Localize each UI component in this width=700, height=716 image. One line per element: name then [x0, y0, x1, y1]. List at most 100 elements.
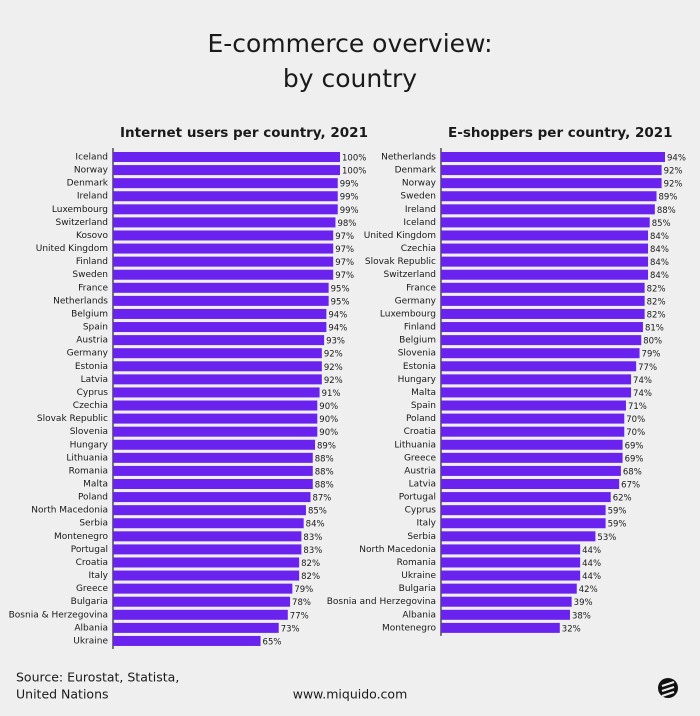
category-label: Malta	[83, 480, 108, 490]
page-title: E-commerce overview:	[207, 29, 492, 58]
bar	[441, 439, 623, 450]
value-label: 67%	[621, 481, 640, 491]
category-label: Bulgaria	[71, 597, 108, 607]
category-label: Sweden	[400, 192, 436, 202]
bar	[113, 256, 334, 267]
category-label: Romania	[69, 466, 108, 476]
category-label: Luxembourg	[380, 309, 436, 319]
category-label: Iceland	[403, 218, 436, 228]
value-label: 79%	[642, 350, 661, 360]
bar	[441, 557, 581, 568]
category-label: Latvia	[81, 375, 108, 385]
value-label: 82%	[301, 559, 320, 569]
category-label: Austria	[76, 336, 108, 346]
chart-title: E-shoppers per country, 2021	[448, 125, 673, 141]
value-label: 74%	[633, 389, 652, 399]
value-label: 32%	[562, 624, 581, 634]
category-label: Lithuania	[394, 440, 436, 450]
bar	[113, 152, 340, 162]
bar	[113, 583, 293, 594]
value-label: 97%	[335, 271, 354, 281]
bar	[441, 152, 665, 162]
category-label: Montenegro	[54, 532, 108, 542]
bar	[441, 479, 620, 489]
value-label: 70%	[626, 415, 645, 425]
value-label: 89%	[659, 193, 678, 203]
bar	[113, 413, 318, 424]
value-label: 39%	[574, 598, 593, 608]
category-label: Greece	[404, 453, 436, 463]
bar	[441, 622, 560, 633]
value-label: 38%	[572, 611, 591, 621]
category-label: Lithuania	[66, 453, 108, 463]
bar	[113, 348, 322, 359]
bar	[113, 479, 313, 489]
category-label: Croatia	[76, 558, 108, 568]
value-label: 88%	[657, 206, 676, 216]
category-label: Latvia	[409, 480, 436, 490]
category-label: Estonia	[75, 362, 108, 372]
category-label: Slovenia	[70, 427, 108, 437]
value-label: 97%	[335, 245, 354, 255]
value-label: 44%	[582, 572, 601, 582]
category-label: France	[406, 283, 436, 293]
value-label: 42%	[579, 585, 598, 595]
bar	[441, 335, 642, 346]
bar	[441, 531, 596, 542]
category-label: Czechia	[401, 244, 436, 254]
value-label: 74%	[633, 376, 652, 386]
value-label: 62%	[613, 494, 632, 504]
category-label: Estonia	[403, 362, 436, 372]
value-label: 79%	[294, 585, 313, 595]
value-label: 78%	[292, 598, 311, 608]
bar	[441, 452, 623, 463]
value-label: 95%	[331, 297, 350, 307]
bar	[441, 348, 640, 359]
source: United Nations	[16, 687, 109, 702]
bar	[441, 387, 632, 398]
value-label: 82%	[647, 297, 666, 307]
category-label: Switzerland	[56, 218, 109, 228]
category-label: Slovak Republic	[365, 257, 436, 267]
category-label: Denmark	[395, 166, 437, 176]
value-label: 70%	[626, 428, 645, 438]
bar	[113, 243, 334, 254]
source: Source: Eurostat, Statista,	[16, 670, 179, 685]
bar	[113, 531, 302, 542]
category-label: Bosnia & Herzegovina	[9, 610, 108, 620]
value-label: 71%	[628, 402, 647, 412]
value-label: 92%	[324, 376, 343, 386]
value-label: 84%	[306, 520, 325, 530]
value-label: 65%	[263, 637, 282, 647]
bar	[113, 465, 313, 476]
bar	[113, 596, 291, 607]
value-label: 69%	[625, 454, 644, 464]
category-label: Spain	[83, 323, 108, 333]
bar	[113, 570, 300, 581]
value-label: 90%	[319, 402, 338, 412]
category-label: Cyprus	[77, 388, 109, 398]
category-label: Serbia	[79, 519, 108, 529]
category-label: Hungary	[398, 375, 437, 385]
category-label: France	[78, 283, 108, 293]
bar	[113, 505, 306, 516]
value-label: 97%	[335, 258, 354, 268]
bar	[441, 230, 649, 241]
bar	[113, 335, 325, 346]
website: www.miquido.com	[293, 687, 408, 702]
category-label: Ireland	[405, 205, 436, 215]
category-label: Iceland	[75, 153, 108, 163]
value-label: 69%	[625, 441, 644, 451]
category-label: Montenegro	[382, 623, 436, 633]
category-label: Italy	[416, 519, 436, 529]
category-label: Bulgaria	[399, 584, 436, 594]
logo	[658, 678, 678, 698]
bar	[113, 374, 322, 385]
category-label: Albania	[74, 623, 108, 633]
value-label: 83%	[303, 533, 322, 543]
value-label: 92%	[664, 180, 683, 190]
bar	[441, 544, 581, 555]
bar	[113, 544, 302, 555]
bar	[441, 596, 572, 607]
